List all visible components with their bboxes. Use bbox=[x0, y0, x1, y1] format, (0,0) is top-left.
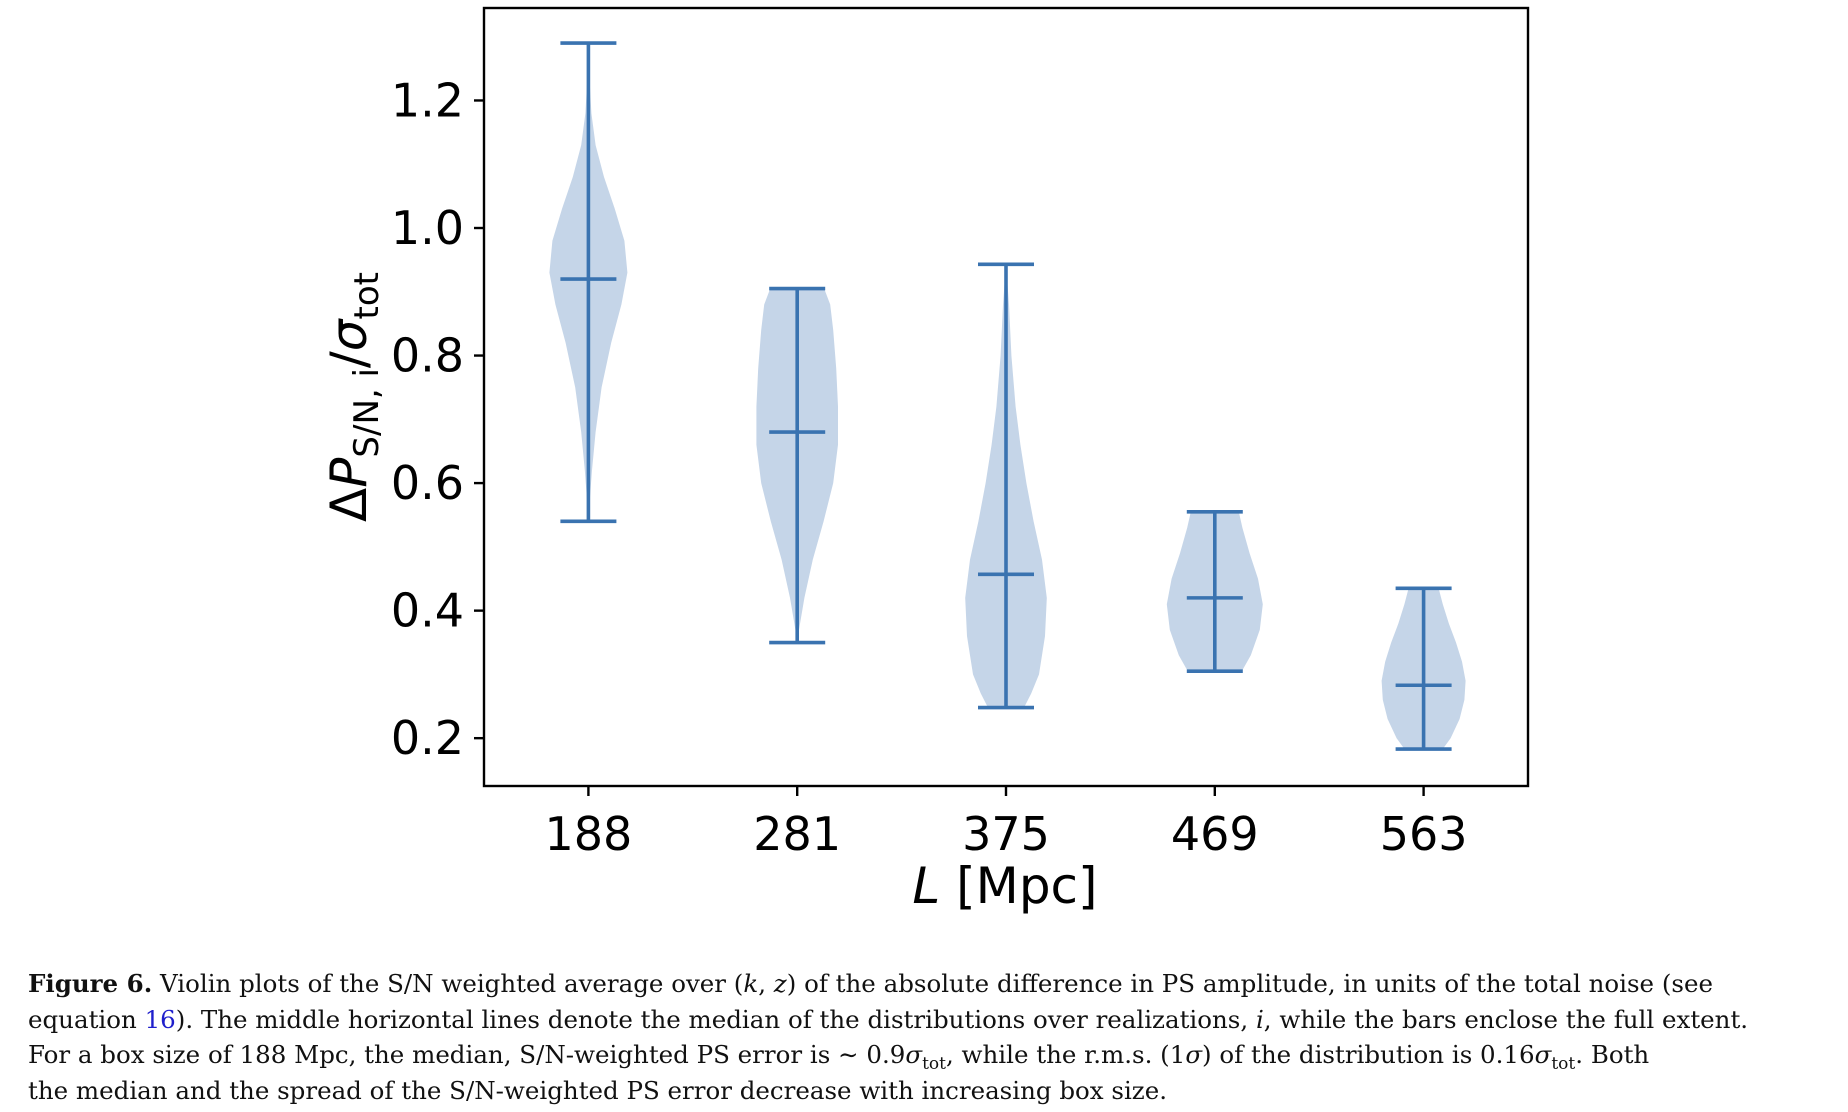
violin-375 bbox=[965, 262, 1047, 710]
equation-link[interactable]: 16 bbox=[144, 1004, 176, 1034]
x-tick-label: 563 bbox=[1380, 807, 1468, 861]
y-axis-title: ΔPS/N, i/σtot bbox=[320, 272, 387, 522]
violin-281 bbox=[756, 286, 838, 645]
plot-frame bbox=[482, 6, 1530, 788]
violin-469 bbox=[1166, 509, 1263, 674]
x-tick-label: 469 bbox=[1171, 807, 1259, 861]
violin-563 bbox=[1381, 586, 1466, 751]
figure-caption: Figure 6. Violin plots of the S/N weight… bbox=[28, 966, 1828, 1108]
y-tick-label: 0.6 bbox=[391, 456, 464, 510]
y-tick-label: 0.4 bbox=[391, 584, 464, 638]
y-axis: 0.2 0.4 0.6 0.8 1.0 1.2 bbox=[391, 73, 484, 765]
x-tick-label: 188 bbox=[544, 807, 632, 861]
caption-line-4: the median and the spread of the S/N-wei… bbox=[28, 1075, 1167, 1105]
caption-line-3: For a box size of 188 Mpc, the median, S… bbox=[28, 1040, 1650, 1074]
y-tick-label: 0.8 bbox=[391, 329, 464, 383]
figure-label: Figure 6. bbox=[28, 969, 153, 998]
y-tick-label: 0.2 bbox=[391, 711, 464, 765]
x-axis: 188 281 375 469 563 bbox=[544, 786, 1468, 861]
x-tick-label: 281 bbox=[753, 807, 841, 861]
y-tick-label: 1.2 bbox=[391, 73, 464, 127]
x-axis-title: L [Mpc] bbox=[912, 857, 1097, 915]
violin-chart: 0.2 0.4 0.6 0.8 1.0 1.2 188 281 375 469 563 L [Mp… bbox=[320, 6, 1530, 915]
x-tick-label: 375 bbox=[962, 807, 1050, 861]
violins bbox=[549, 41, 1466, 751]
y-tick-label: 1.0 bbox=[391, 201, 464, 255]
caption-line-1: Figure 6. Violin plots of the S/N weight… bbox=[28, 969, 1713, 998]
caption-line-2: equation 16). The middle horizontal line… bbox=[28, 1004, 1749, 1034]
violin-188 bbox=[549, 41, 628, 524]
